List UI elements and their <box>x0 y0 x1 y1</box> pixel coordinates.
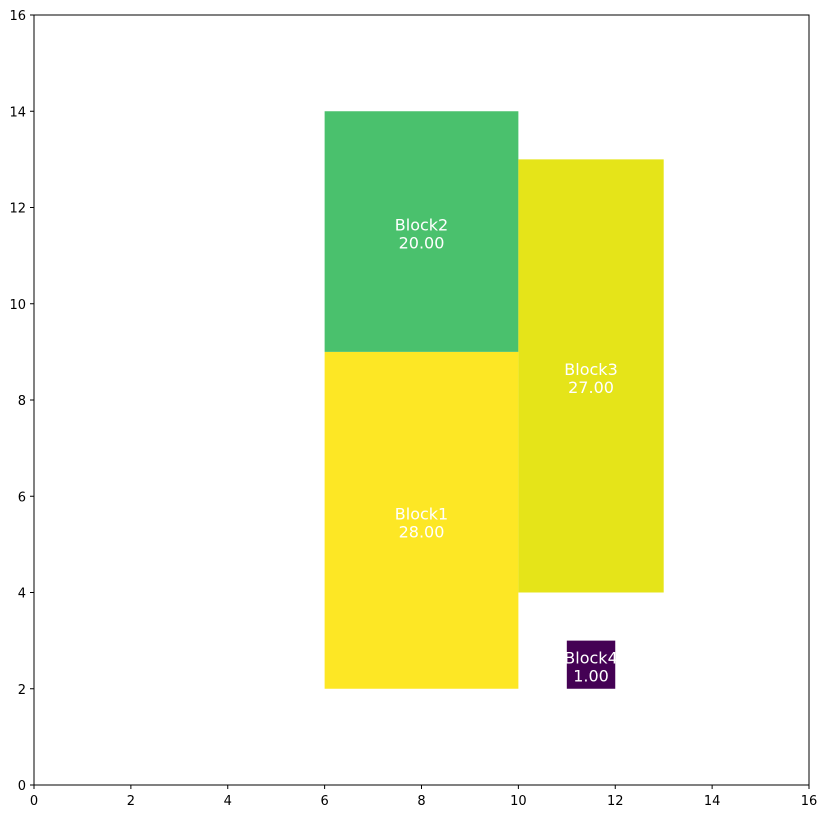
x-tick-label: 6 <box>320 794 328 809</box>
x-tick-label: 0 <box>30 794 38 809</box>
block1-value-label: 28.00 <box>399 522 445 541</box>
y-tick-label: 8 <box>18 394 26 409</box>
x-tick-label: 10 <box>510 794 527 809</box>
y-tick-label: 12 <box>9 202 26 217</box>
block4-name-label: Block4 <box>564 649 617 668</box>
block4-value-label: 1.00 <box>573 667 609 686</box>
y-tick-label: 16 <box>9 9 26 24</box>
y-tick-label: 14 <box>9 105 26 120</box>
y-tick-label: 0 <box>18 779 26 794</box>
block1-name-label: Block1 <box>395 504 448 523</box>
x-tick-label: 16 <box>801 794 818 809</box>
x-tick-label: 12 <box>607 794 624 809</box>
y-tick-label: 4 <box>18 587 26 602</box>
x-tick-label: 8 <box>417 794 425 809</box>
x-tick-label: 2 <box>127 794 135 809</box>
y-tick-label: 6 <box>18 490 26 505</box>
block2-value-label: 20.00 <box>399 234 445 253</box>
block2-name-label: Block2 <box>395 216 448 235</box>
block3-value-label: 27.00 <box>568 378 614 397</box>
x-tick-label: 4 <box>224 794 232 809</box>
block3-name-label: Block3 <box>564 360 617 379</box>
y-tick-label: 10 <box>9 298 26 313</box>
x-tick-label: 14 <box>704 794 721 809</box>
y-tick-label: 2 <box>18 683 26 698</box>
